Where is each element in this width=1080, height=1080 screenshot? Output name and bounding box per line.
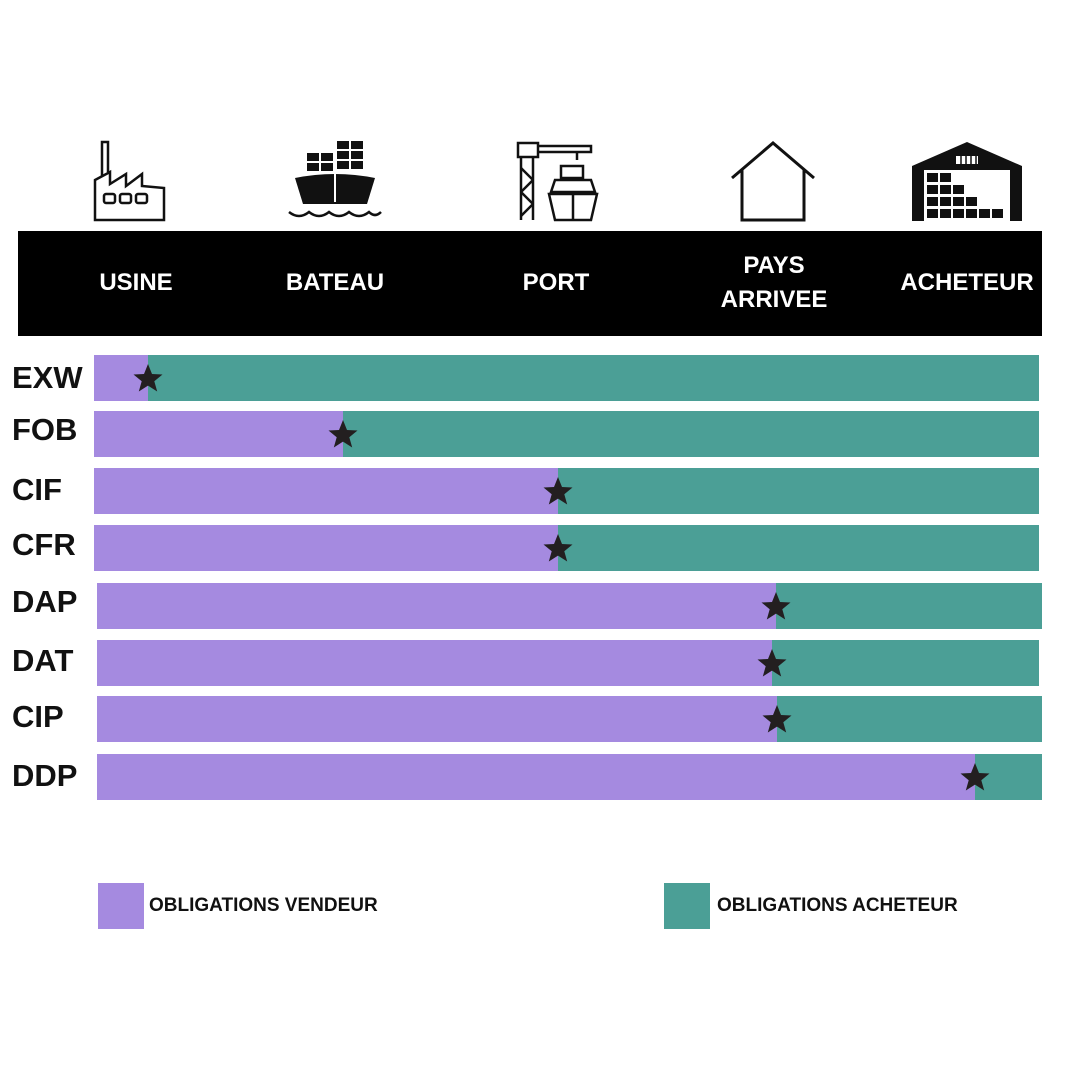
buyer-segment: [557, 468, 1039, 514]
transfer-point-star-icon: [543, 477, 573, 505]
legend-label-seller: OBLIGATIONS VENDEUR: [149, 895, 378, 916]
stage-header: [18, 231, 1042, 336]
bar-cfr: [94, 525, 1039, 571]
transfer-point-star-icon: [328, 420, 358, 448]
seller-segment: [97, 754, 975, 800]
term-label-cfr: CFR: [12, 527, 76, 562]
transfer-point-star-icon: [757, 649, 787, 677]
buyer-segment: [772, 640, 1039, 686]
factory-icon: [93, 140, 166, 222]
buyer-segment: [147, 355, 1039, 401]
term-label-exw: EXW: [12, 360, 83, 395]
buyer-segment: [343, 411, 1039, 457]
stage-label-pays-arrivee: PAYS ARRIVEE: [720, 252, 828, 313]
transfer-point-star-icon: [960, 763, 990, 791]
seller-segment: [94, 411, 344, 457]
stage-label-usine: USINE: [99, 269, 173, 296]
seller-segment: [97, 640, 773, 686]
bar-exw: [94, 355, 1039, 401]
transfer-point-star-icon: [543, 534, 573, 562]
transfer-point-star-icon: [133, 364, 163, 392]
legend-label-buyer: OBLIGATIONS ACHETEUR: [717, 895, 958, 916]
bar-fob: [94, 411, 1039, 457]
term-label-dat: DAT: [12, 643, 74, 678]
ship-icon: [288, 141, 382, 218]
seller-segment: [97, 583, 776, 629]
term-label-cif: CIF: [12, 472, 62, 507]
transfer-point-star-icon: [762, 705, 792, 733]
legend-swatch-seller: [98, 883, 144, 929]
term-label-cip: CIP: [12, 699, 64, 734]
port-crane-icon: [516, 141, 599, 222]
term-label-ddp: DDP: [12, 758, 78, 793]
legend-swatch-buyer: [664, 883, 710, 929]
seller-segment: [97, 696, 778, 742]
seller-segment: [94, 525, 558, 571]
bar-dap: [97, 583, 1042, 629]
bar-cif: [94, 468, 1039, 514]
buyer-segment: [557, 525, 1039, 571]
buyer-segment: [777, 696, 1042, 742]
term-label-fob: FOB: [12, 412, 78, 447]
transfer-point-star-icon: [761, 592, 790, 620]
seller-segment: [94, 468, 558, 514]
term-label-dap: DAP: [12, 584, 78, 619]
stage-label-port: PORT: [522, 269, 590, 296]
bar-ddp: [97, 754, 1042, 800]
house-icon: [731, 141, 815, 222]
bar-cip: [97, 696, 1042, 742]
warehouse-icon: [912, 142, 1022, 221]
stage-label-acheteur: ACHETEUR: [900, 269, 1034, 296]
bar-dat: [97, 640, 1039, 686]
stage-label-bateau: BATEAU: [285, 269, 385, 296]
buyer-segment: [974, 754, 1042, 800]
buyer-segment: [775, 583, 1042, 629]
